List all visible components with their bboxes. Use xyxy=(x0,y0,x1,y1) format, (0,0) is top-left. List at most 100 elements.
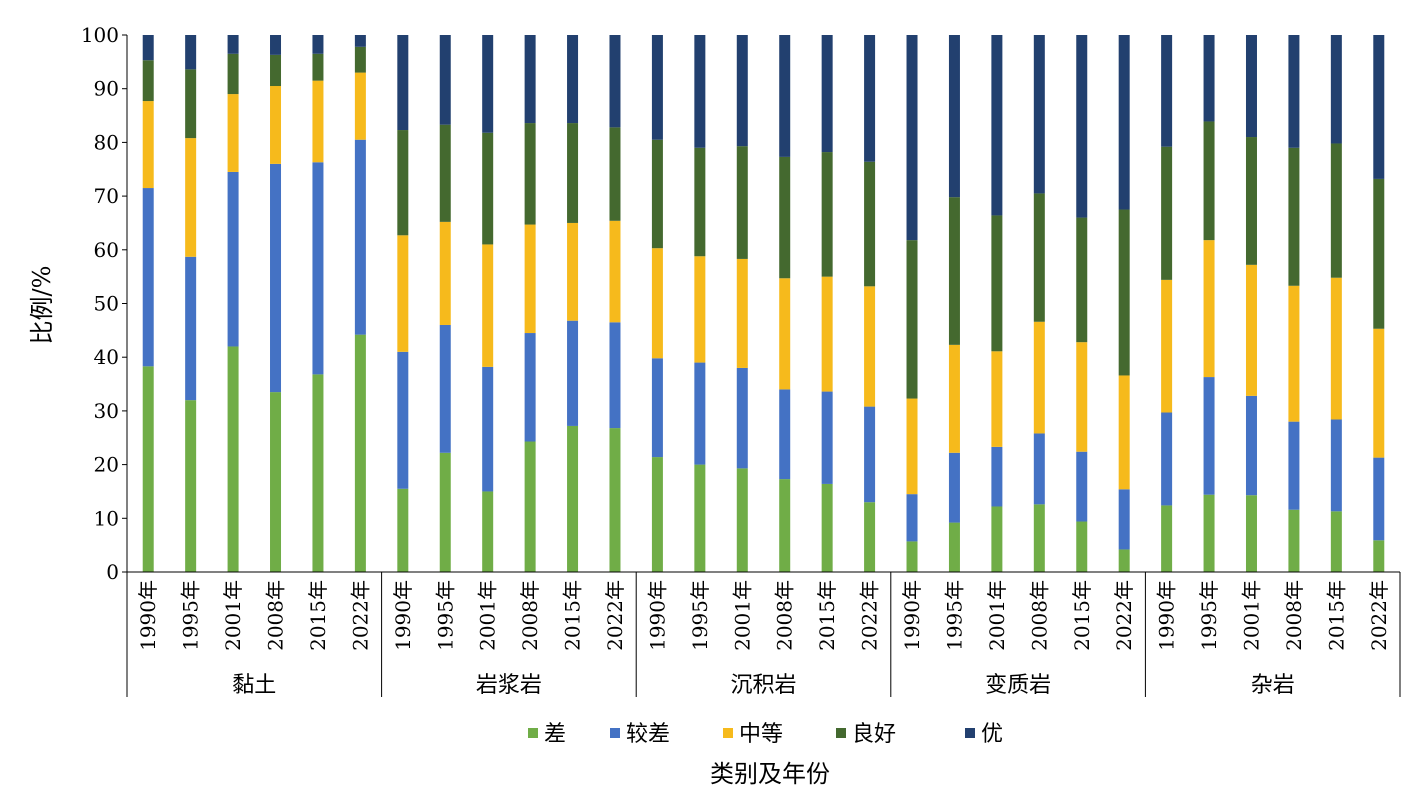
bar-segment-优 xyxy=(736,35,748,147)
bar-segment-较差 xyxy=(906,494,918,542)
x-tick-label: 1995年 xyxy=(942,580,966,651)
bar-segment-差 xyxy=(1033,504,1045,572)
bar-segment-中等 xyxy=(270,86,282,164)
x-tick-label: 2015年 xyxy=(815,580,839,651)
bar-segment-良好 xyxy=(524,123,536,225)
bar-segment-差 xyxy=(227,346,239,572)
x-tick-label: 1990年 xyxy=(391,580,415,651)
bar-segment-中等 xyxy=(694,256,706,363)
bar-segment-优 xyxy=(439,35,451,125)
bar-segment-良好 xyxy=(142,60,154,102)
x-tick-label: 2001年 xyxy=(730,580,754,651)
bar-segment-差 xyxy=(482,491,494,572)
y-tick-label: 20 xyxy=(94,453,119,477)
x-tick-label: 1990年 xyxy=(900,580,924,651)
bar-segment-较差 xyxy=(1245,395,1257,496)
bar-segment-中等 xyxy=(142,101,154,189)
x-tick-label: 2008年 xyxy=(264,580,288,651)
x-tick-label: 2008年 xyxy=(1027,580,1051,651)
y-tick-label: 100 xyxy=(81,23,119,47)
bar-segment-中等 xyxy=(736,258,748,368)
y-tick-label: 0 xyxy=(106,560,119,584)
bar-segment-优 xyxy=(991,35,1003,216)
bar-segment-优 xyxy=(482,35,494,133)
bar-segment-良好 xyxy=(1203,121,1215,241)
x-tick-label: 2001年 xyxy=(221,580,245,651)
bar-segment-中等 xyxy=(779,278,791,390)
bar-segment-优 xyxy=(1076,35,1088,218)
y-tick-label: 80 xyxy=(94,130,119,154)
group-label: 岩浆岩 xyxy=(476,673,542,698)
bar-segment-良好 xyxy=(482,132,494,245)
bar-segment-良好 xyxy=(779,156,791,279)
legend-label: 中等 xyxy=(739,722,783,747)
bar-segment-优 xyxy=(270,35,282,55)
bar-segment-差 xyxy=(609,428,621,572)
bar-segment-差 xyxy=(1288,509,1300,572)
bar-segment-较差 xyxy=(821,391,833,484)
bar-segment-优 xyxy=(1288,35,1300,148)
bar-segment-优 xyxy=(354,35,366,47)
bar-segment-较差 xyxy=(864,406,876,503)
bar-segment-中等 xyxy=(524,224,536,334)
bar-segment-优 xyxy=(142,35,154,61)
bar-segment-中等 xyxy=(651,248,663,359)
bar-segment-差 xyxy=(397,488,409,572)
bar-segment-较差 xyxy=(694,362,706,465)
bar-segment-良好 xyxy=(736,146,748,259)
bar-segment-良好 xyxy=(439,124,451,222)
bar-segment-中等 xyxy=(1245,264,1257,396)
bar-segment-差 xyxy=(736,468,748,572)
bar-segment-较差 xyxy=(948,452,960,523)
bar-segment-差 xyxy=(1118,549,1130,572)
y-tick-label: 30 xyxy=(94,399,119,423)
bar-segment-较差 xyxy=(991,446,1003,507)
y-tick-label: 90 xyxy=(94,77,119,101)
bar-segment-较差 xyxy=(1076,451,1088,522)
bar-segment-中等 xyxy=(482,244,494,367)
bar-segment-中等 xyxy=(1033,321,1045,434)
x-tick-label: 2022年 xyxy=(1367,580,1391,651)
bar-segment-优 xyxy=(779,35,791,157)
bar-segment-良好 xyxy=(1161,146,1173,280)
bar-segment-较差 xyxy=(270,163,282,393)
bars-layer xyxy=(142,35,1385,572)
bar-segment-较差 xyxy=(185,256,197,401)
bar-segment-中等 xyxy=(1203,240,1215,378)
bar-segment-中等 xyxy=(1330,277,1342,420)
x-tick-label: 2015年 xyxy=(561,580,585,651)
bar-segment-较差 xyxy=(354,139,366,335)
bar-segment-中等 xyxy=(354,72,366,140)
bar-segment-中等 xyxy=(397,235,409,352)
x-tick-label: 2022年 xyxy=(603,580,627,651)
bar-segment-中等 xyxy=(1076,342,1088,452)
bar-segment-良好 xyxy=(609,127,621,221)
y-tick-label: 70 xyxy=(94,184,119,208)
bar-segment-较差 xyxy=(439,324,451,453)
x-tick-label: 1990年 xyxy=(645,580,669,651)
bar-segment-良好 xyxy=(694,147,706,257)
bar-segment-差 xyxy=(439,452,451,572)
bar-segment-优 xyxy=(524,35,536,124)
bar-segment-较差 xyxy=(142,188,154,367)
y-tick-label: 60 xyxy=(94,238,119,262)
x-axis-label: 类别及年份 xyxy=(710,760,830,788)
bar-segment-差 xyxy=(354,334,366,572)
x-tick-label: 2015年 xyxy=(306,580,330,651)
bar-segment-差 xyxy=(567,425,579,572)
bar-segment-差 xyxy=(312,374,324,572)
bar-segment-中等 xyxy=(439,221,451,325)
legend-swatch-中等 xyxy=(723,728,733,738)
bar-segment-较差 xyxy=(1288,421,1300,510)
bar-segment-较差 xyxy=(482,366,494,492)
legend: 差 较差 中等 良好 优 xyxy=(528,722,1003,747)
bar-segment-中等 xyxy=(1373,328,1385,458)
y-tick-label: 10 xyxy=(94,506,119,530)
bar-segment-良好 xyxy=(1373,178,1385,329)
legend-swatch-较差 xyxy=(610,728,620,738)
bar-segment-较差 xyxy=(1118,489,1130,550)
bar-segment-较差 xyxy=(567,320,579,426)
group-label: 黏土 xyxy=(232,673,276,698)
bar-segment-良好 xyxy=(991,215,1003,352)
